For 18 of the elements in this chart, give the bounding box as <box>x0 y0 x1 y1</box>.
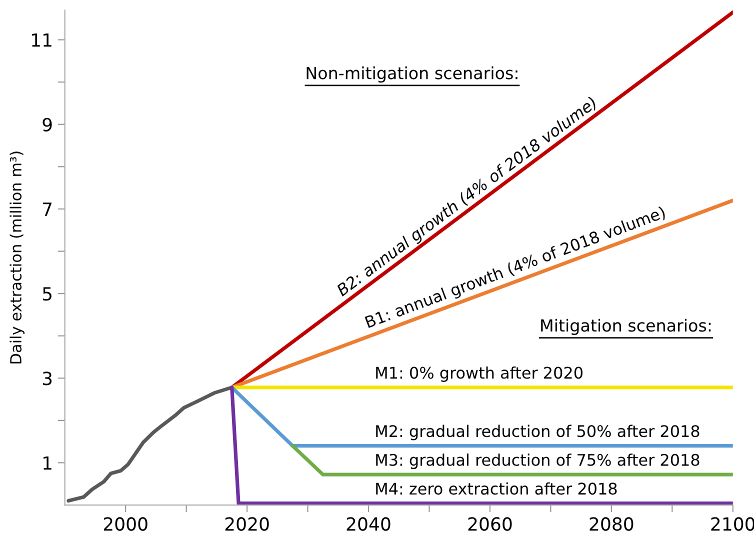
y-axis-title: Daily extraction (million m³) <box>10 152 25 364</box>
annotation: M2: gradual reduction of 50% after 2018 <box>376 424 700 440</box>
y-tick-label: 1 <box>44 456 52 470</box>
x-tick-label: 2000 <box>104 517 148 531</box>
y-tick-label: 11 <box>32 33 52 47</box>
y-tick-label: 7 <box>43 202 52 216</box>
annotation: Mitigation scenarios: <box>541 318 711 335</box>
x-tick-label: 2020 <box>225 517 269 531</box>
x-tick-label: 2040 <box>346 517 390 531</box>
x-tick-label: 2060 <box>468 517 512 531</box>
y-tick-label: 5 <box>42 287 52 301</box>
y-tick-label: 9 <box>42 118 52 132</box>
y-tick-label: 3 <box>42 372 52 386</box>
x-tick-label: 2080 <box>590 517 634 531</box>
annotation: M1: 0% growth after 2020 <box>376 366 582 382</box>
annotation: M3: gradual reduction of 75% after 2018 <box>376 454 700 470</box>
annotation: M4: zero extraction after 2018 <box>376 482 617 495</box>
annotation: Non-mitigation scenarios: <box>306 66 518 83</box>
